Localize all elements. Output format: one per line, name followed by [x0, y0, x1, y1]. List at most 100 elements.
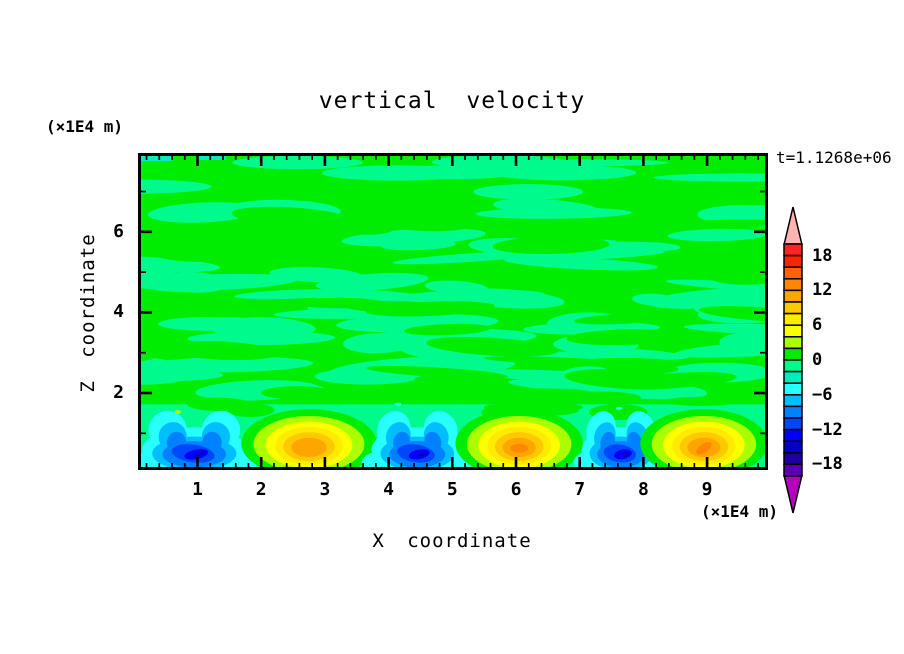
contour-region	[426, 337, 559, 357]
x-tick-label: 3	[319, 479, 331, 500]
contour-region	[627, 431, 642, 453]
contour-region	[696, 441, 712, 455]
contour-region	[651, 219, 797, 229]
colorbar-box	[783, 452, 803, 466]
x-tick-label: 9	[701, 479, 713, 500]
colorbar-box	[783, 417, 803, 431]
colorbar-box	[783, 370, 803, 384]
contour-region	[667, 228, 768, 242]
contour-region	[562, 391, 642, 404]
colorbar-label: −12	[812, 419, 843, 440]
contour-region	[131, 273, 298, 291]
colorbar-box	[783, 405, 803, 419]
timestamp-label: t=1.1268e+06	[776, 148, 892, 167]
contour-region	[616, 406, 623, 410]
contour-region	[231, 206, 353, 228]
contour-region	[291, 437, 327, 458]
x-tick-label: 2	[255, 479, 267, 500]
colorbar-box	[783, 301, 803, 315]
contour-region	[162, 341, 280, 361]
y-axis-unit-label: (×1E4 m)	[46, 117, 124, 136]
colorbar-label: 0	[812, 350, 823, 370]
contour-region	[416, 452, 427, 458]
contour-region	[510, 443, 529, 453]
contour-region	[174, 409, 181, 414]
contour-region	[193, 451, 205, 458]
contour-region	[475, 207, 632, 219]
y-tick-label: 4	[113, 301, 124, 323]
contour-region	[647, 287, 790, 309]
x-tick-label: 8	[637, 479, 649, 500]
colorbar-label: −18	[812, 454, 843, 475]
contour-region	[663, 396, 741, 406]
contour-region	[333, 215, 397, 235]
contour-region	[343, 333, 413, 354]
contour-region	[564, 369, 691, 390]
colorbar-box	[783, 312, 803, 326]
colorbar-box	[783, 324, 803, 338]
colorbar-label: 6	[812, 315, 823, 336]
contour-region	[366, 365, 509, 379]
x-tick-label: 1	[192, 479, 203, 500]
x-tick-label: 7	[574, 479, 586, 500]
contour-region	[197, 156, 227, 160]
contour-region	[490, 164, 637, 181]
colorbar-box	[783, 359, 803, 373]
contour-region	[621, 452, 630, 458]
contour-plot-svg	[48, 153, 857, 480]
contour-region	[227, 235, 353, 256]
contour-region	[377, 213, 474, 232]
contour-region	[202, 431, 222, 453]
contour-region	[136, 156, 173, 161]
contour-region	[316, 272, 429, 292]
y-tick-label: 2	[113, 382, 124, 404]
contour-region	[342, 300, 450, 314]
contour-region	[566, 329, 684, 346]
plot-border	[138, 153, 768, 470]
colorbar-box	[783, 347, 803, 361]
contour-region	[473, 184, 584, 200]
plot-area	[48, 153, 857, 480]
contour-region	[328, 391, 423, 403]
x-tick-label: 4	[383, 479, 395, 500]
contour-region	[403, 323, 491, 336]
contour-region	[207, 317, 265, 336]
colorbar	[779, 200, 823, 520]
contour-region	[144, 356, 314, 373]
colorbar-label: −6	[812, 384, 833, 405]
colorbar-box	[783, 289, 803, 303]
contour-region	[226, 403, 275, 418]
contour-region	[394, 402, 402, 406]
colorbar-label: 12	[812, 280, 833, 301]
contour-region	[380, 239, 456, 251]
x-tick-label: 5	[446, 479, 458, 500]
contour-region	[261, 386, 334, 400]
colorbar-box	[783, 440, 803, 454]
x-tick-label: 6	[510, 479, 522, 500]
contour-region	[424, 431, 442, 453]
contour-region	[158, 249, 285, 263]
colorbar-box	[783, 336, 803, 350]
colorbar-over-arrow	[783, 206, 803, 245]
page-title: vertical velocity	[318, 88, 586, 114]
colorbar-box	[783, 394, 803, 408]
contour-region	[492, 236, 610, 255]
y-tick-label: 6	[113, 220, 124, 242]
colorbar-box	[783, 428, 803, 442]
contour-region	[503, 256, 658, 271]
colorbar-box	[783, 382, 803, 396]
colorbar-box	[783, 278, 803, 292]
colorbar-box	[783, 463, 803, 477]
contour-region	[574, 313, 666, 325]
colorbar-under-arrow	[783, 475, 803, 514]
contour-region	[321, 165, 473, 181]
colorbar-label: 18	[812, 245, 833, 266]
contour-region	[196, 221, 264, 234]
colorbar-box	[783, 254, 803, 268]
colorbar-box	[783, 243, 803, 257]
colorbar-box	[783, 266, 803, 280]
contour-region	[232, 155, 363, 170]
x-axis-title: X coordinate	[372, 530, 532, 552]
x-axis-unit-label: (×1E4 m)	[700, 502, 778, 521]
